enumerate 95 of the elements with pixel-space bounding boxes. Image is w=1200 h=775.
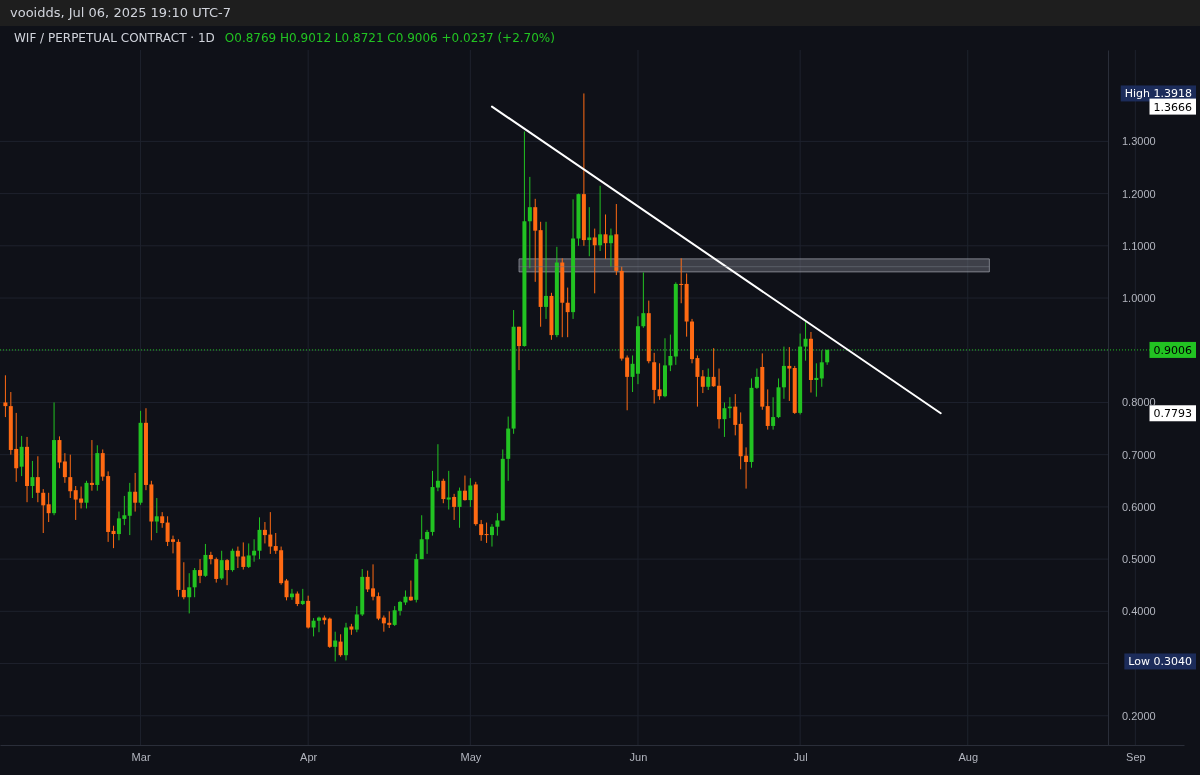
candlestick xyxy=(462,475,467,502)
candlestick xyxy=(495,512,500,537)
y-tick-label: 1.1000 xyxy=(1122,239,1156,252)
candlestick xyxy=(89,439,94,492)
candlestick xyxy=(744,446,749,490)
candlestick xyxy=(225,558,230,586)
candlestick xyxy=(30,460,35,499)
candlestick xyxy=(603,213,608,260)
candlestick xyxy=(722,401,727,438)
candlestick xyxy=(284,578,289,601)
x-tick-label: Aug xyxy=(958,750,979,763)
y-tick-label: 0.4000 xyxy=(1122,605,1156,618)
candlestick xyxy=(338,633,343,658)
text: vooidds, Jul 06, 2025 19:10 UTC-7 xyxy=(10,5,231,20)
x-tick-label: May xyxy=(460,750,482,763)
candlestick xyxy=(84,480,89,509)
candlestick xyxy=(608,228,613,268)
candlestick xyxy=(154,497,159,534)
candlestick xyxy=(19,435,24,477)
candlestick xyxy=(711,347,716,388)
candlestick xyxy=(262,521,267,544)
y-tick-label: 0.6000 xyxy=(1122,500,1156,513)
annotation: Low 0.3040 xyxy=(1128,655,1192,669)
candlestick xyxy=(311,617,316,637)
x-tick-label: Jul xyxy=(793,750,808,763)
candlestick xyxy=(57,435,62,469)
x-tick-label: Mar xyxy=(131,750,151,763)
annotation: High 1.3918 xyxy=(1124,87,1192,101)
candlestick xyxy=(133,472,138,513)
candlestick xyxy=(771,396,776,431)
candlestick xyxy=(68,454,73,499)
annotation: 0.7793 xyxy=(1153,407,1192,421)
y-tick-label: 1.0000 xyxy=(1122,292,1156,305)
candlestick xyxy=(219,550,224,581)
x-tick-label: Apr xyxy=(300,750,318,763)
candlestick xyxy=(46,492,51,523)
candlestick xyxy=(446,470,451,510)
x-tick-label: Sep xyxy=(1126,750,1146,763)
candlestick xyxy=(268,511,273,555)
y-tick-label: 0.5000 xyxy=(1122,553,1156,566)
candlestick xyxy=(257,516,262,560)
candlestick xyxy=(565,287,570,338)
candlestick xyxy=(192,567,197,598)
annotation: 1.3666 xyxy=(1153,100,1192,114)
candlestick xyxy=(765,388,770,431)
candlestick xyxy=(587,206,592,257)
y-tick-label: 0.7000 xyxy=(1122,448,1156,461)
candlestick xyxy=(679,257,684,304)
candlestick xyxy=(230,548,235,573)
candlestick xyxy=(214,557,219,584)
candlestick xyxy=(641,271,646,329)
y-tick-label: 0.2000 xyxy=(1122,709,1156,722)
candlestick xyxy=(657,362,662,401)
candlestick xyxy=(544,221,549,320)
candlestick xyxy=(484,522,489,544)
chart-subtitle: O0.8769 H0.9012 L0.8721 C0.9006 +0.0237 (+2.70%) xyxy=(224,31,555,45)
candlestick xyxy=(592,228,597,294)
candlestick xyxy=(246,542,251,569)
candlestick xyxy=(452,493,457,521)
candlestick xyxy=(814,362,819,398)
candlestick xyxy=(35,455,40,503)
x-tick-label: Jun xyxy=(629,750,648,763)
candlestick xyxy=(457,487,462,529)
candlestick xyxy=(354,605,359,633)
candlestick xyxy=(527,176,532,269)
candlestick xyxy=(181,561,186,600)
candlestick xyxy=(468,477,473,508)
candlestick xyxy=(111,525,116,549)
candlestick xyxy=(706,368,711,391)
y-tick-label: 0.8000 xyxy=(1122,396,1156,409)
candlestick xyxy=(203,543,208,578)
candlestick xyxy=(3,374,8,418)
candlestick xyxy=(419,514,424,560)
candlestick xyxy=(41,488,46,534)
candlestick xyxy=(754,368,759,390)
candlestick xyxy=(733,393,738,436)
candlestick xyxy=(333,631,338,662)
candlestick xyxy=(489,523,494,548)
candlestick xyxy=(479,519,484,542)
candlestick xyxy=(598,185,603,252)
candlestick xyxy=(441,478,446,504)
candlestick xyxy=(425,529,430,555)
y-tick-label: 1.2000 xyxy=(1122,187,1156,200)
candlestick xyxy=(62,452,67,484)
candlestick xyxy=(787,346,792,402)
candlestick xyxy=(198,558,203,584)
candlestick xyxy=(241,541,246,571)
y-tick-label: 1.3000 xyxy=(1122,135,1156,148)
candlestick xyxy=(187,572,192,614)
candlestick xyxy=(533,198,538,283)
candlestick xyxy=(517,326,522,371)
candlestick xyxy=(700,369,705,394)
ref-line-label: 0.9006 xyxy=(1153,343,1192,357)
candlestick xyxy=(316,616,321,633)
chart-title: WIF / PERPETUAL CONTRACT · 1D xyxy=(14,31,215,45)
